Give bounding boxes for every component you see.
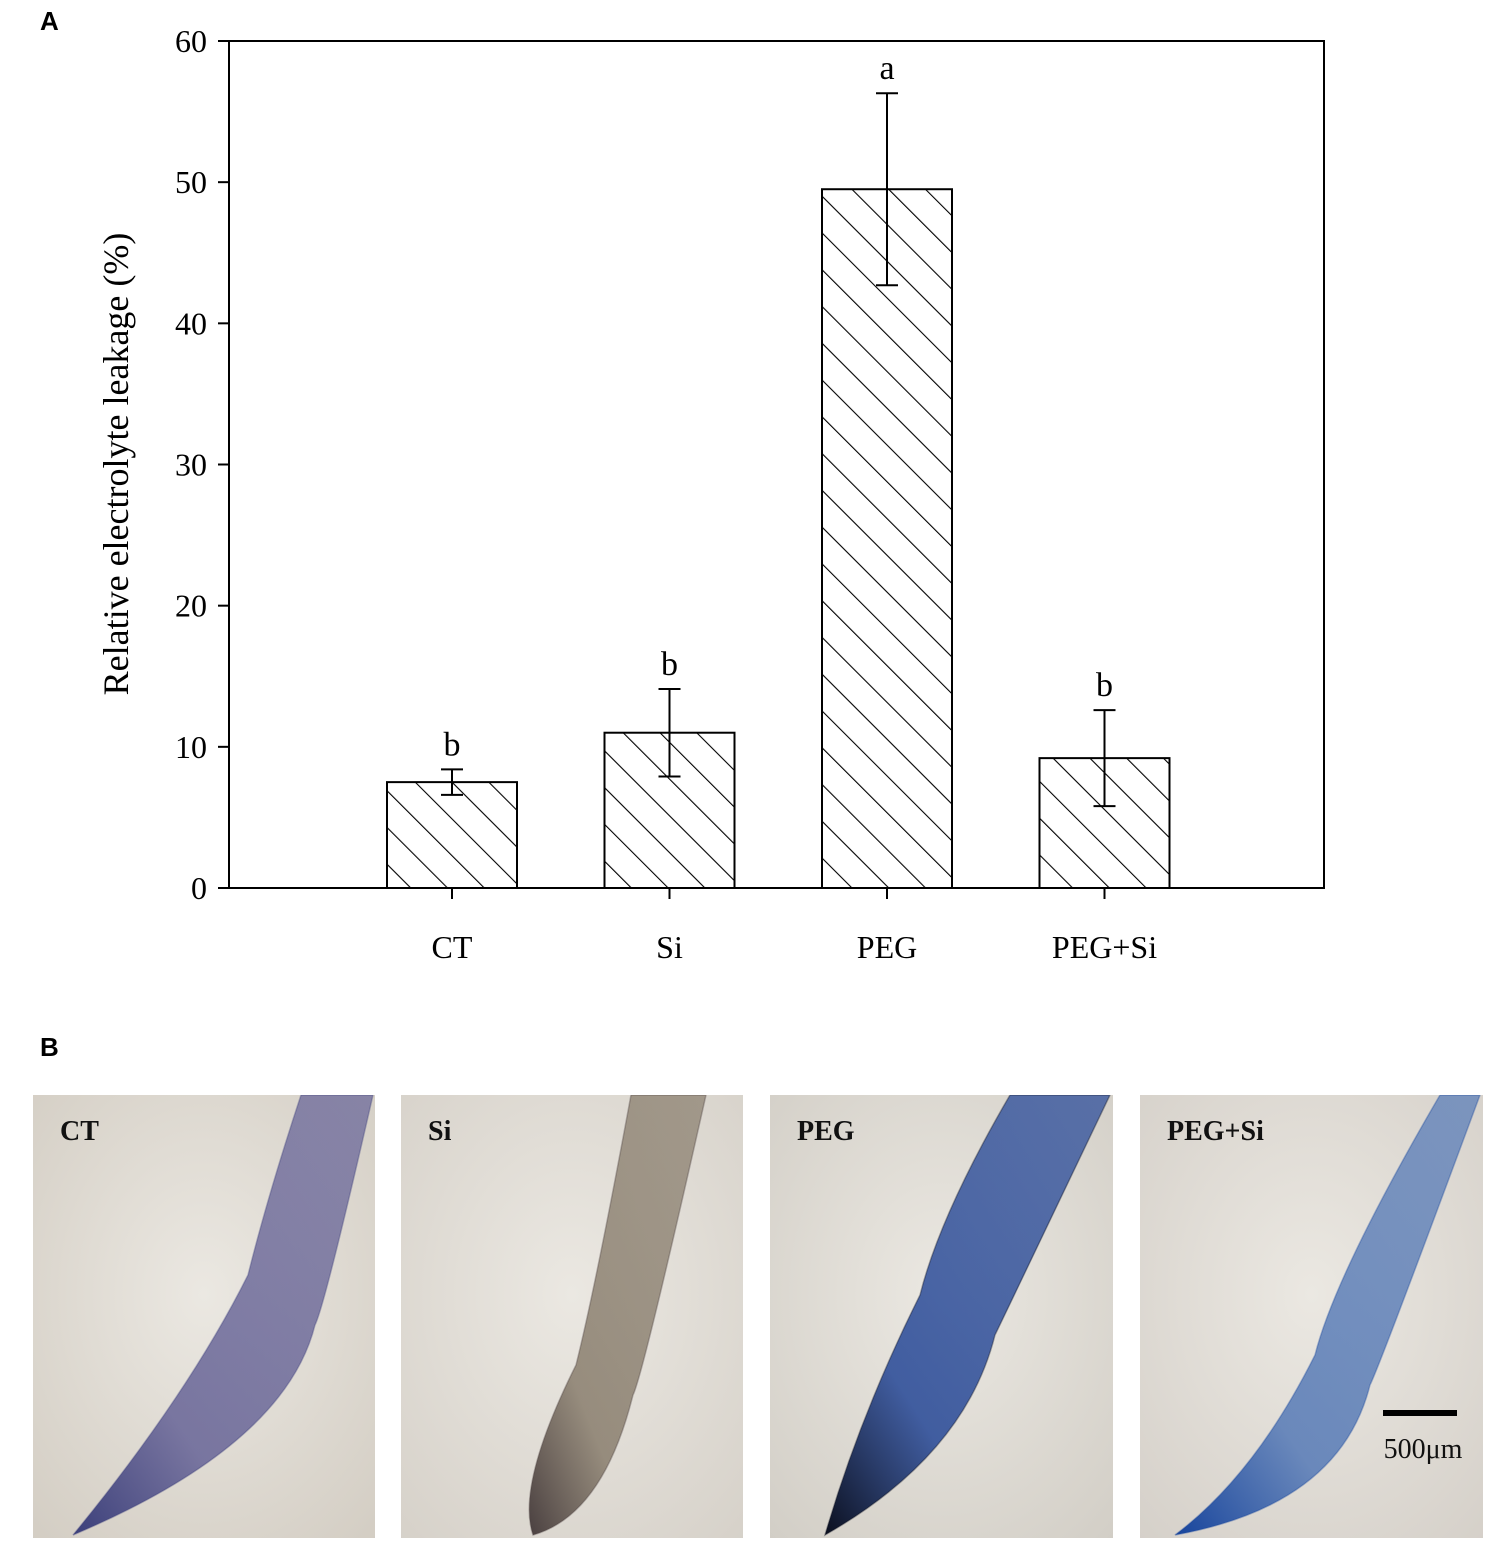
photo-label: PEG <box>797 1116 855 1147</box>
root-photo: CT <box>33 1095 375 1538</box>
x-axis: CT Si PEG PEG+Si <box>432 888 1157 965</box>
bar <box>386 781 518 889</box>
stained-root <box>823 1095 1111 1537</box>
photo-label: Si <box>428 1116 452 1147</box>
x-tick-label: CT <box>432 929 473 965</box>
y-tick-label: 10 <box>175 729 207 765</box>
y-tick-label: 20 <box>175 588 207 624</box>
bars: b b a b <box>386 50 1171 890</box>
scale-bar <box>1383 1410 1457 1416</box>
bar <box>821 188 953 890</box>
y-tick-label: 60 <box>175 23 207 59</box>
y-tick-label: 50 <box>175 164 207 200</box>
photo-label: CT <box>60 1116 99 1147</box>
y-axis-title: Relative electrolyte leakage (%) <box>96 233 136 696</box>
bar-chart: 0 10 20 30 40 50 60 CT Si PEG PEG+Si b b a b Relativ… <box>96 23 1325 965</box>
significance-label: b <box>1096 667 1113 704</box>
stained-root <box>528 1095 707 1536</box>
significance-label: b <box>661 646 678 683</box>
y-tick-label: 40 <box>175 305 207 341</box>
x-tick-label: PEG+Si <box>1052 929 1157 965</box>
significance-label: a <box>879 50 894 87</box>
y-axis: 0 10 20 30 40 50 60 <box>175 23 229 906</box>
y-tick-label: 30 <box>175 447 207 483</box>
stained-root <box>1174 1095 1481 1536</box>
photo-label: PEG+Si <box>1167 1116 1264 1147</box>
root-photo: PEG <box>770 1095 1113 1538</box>
panel-a-label: A <box>40 6 59 36</box>
stained-root <box>72 1095 374 1536</box>
y-tick-label: 0 <box>191 870 207 906</box>
panel-b-label: B <box>40 1032 59 1062</box>
x-tick-label: PEG <box>857 929 917 965</box>
significance-label: b <box>444 726 461 763</box>
root-photo: PEG+Si 500μm <box>1140 1095 1483 1538</box>
x-tick-label: Si <box>656 929 683 965</box>
root-photo: Si <box>401 1095 743 1538</box>
scale-bar-label: 500μm <box>1384 1434 1463 1465</box>
